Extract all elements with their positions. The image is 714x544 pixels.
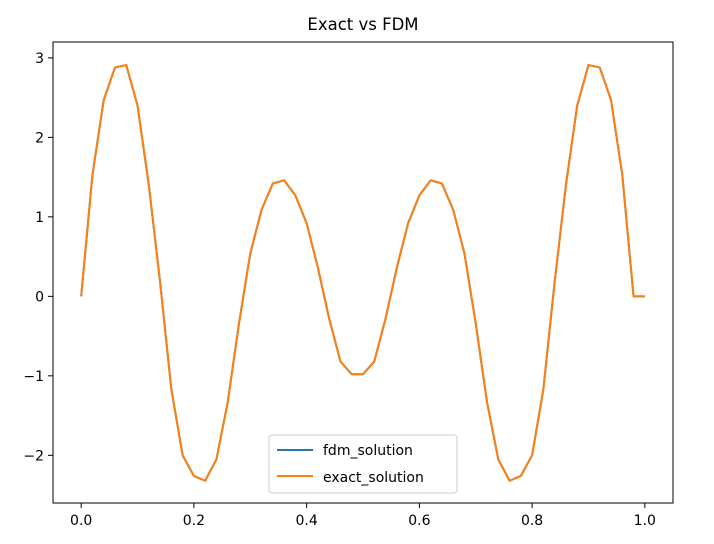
series-line-exact-solution — [80, 64, 645, 482]
y-tick-label: 0 — [35, 289, 44, 305]
y-axis: −2 −1 0 1 2 3 — [23, 51, 53, 464]
legend-label-fdm-solution: fdm_solution — [323, 443, 413, 459]
x-tick-label: 0.8 — [521, 513, 543, 529]
y-tick-label: −1 — [23, 369, 44, 385]
chart-title: Exact vs FDM — [307, 15, 418, 34]
legend-label-exact-solution: exact_solution — [323, 470, 424, 486]
x-axis: 0.0 0.2 0.4 0.6 0.8 1.0 — [70, 503, 656, 529]
x-tick-label: 0.2 — [183, 513, 205, 529]
x-tick-label: 0.4 — [296, 513, 318, 529]
plot-lines — [80, 64, 645, 482]
y-tick-label: 3 — [35, 51, 44, 67]
x-tick-label: 0.0 — [70, 513, 92, 529]
y-tick-label: 2 — [35, 130, 44, 146]
y-tick-label: 1 — [35, 210, 44, 226]
y-tick-label: −2 — [23, 448, 44, 464]
x-tick-label: 0.6 — [408, 513, 430, 529]
legend: fdm_solution exact_solution — [268, 434, 458, 494]
legend-box — [268, 434, 458, 494]
x-tick-label: 1.0 — [634, 513, 656, 529]
plot-area-frame — [52, 41, 674, 504]
